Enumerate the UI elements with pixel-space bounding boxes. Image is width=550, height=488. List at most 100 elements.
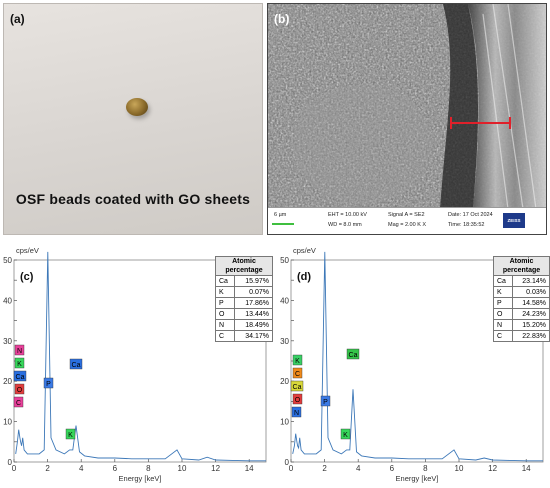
- element-peak-label: Ca: [72, 362, 81, 369]
- percent-cell: 22.83%: [513, 331, 550, 342]
- x-tick-label: 0: [12, 464, 17, 473]
- element-peak-label: C: [295, 371, 300, 378]
- x-axis-title: Energy [keV]: [396, 474, 439, 483]
- element-cell: Ca: [494, 276, 513, 287]
- x-tick-label: 8: [146, 464, 151, 473]
- x-tick-label: 2: [45, 464, 50, 473]
- scale-bar-label: 6 µm: [274, 212, 286, 218]
- wd-value: WD = 8.0 mm: [328, 222, 362, 228]
- element-cell: K: [216, 287, 235, 298]
- y-tick-label: 50: [280, 256, 289, 265]
- x-tick-label: 14: [245, 464, 254, 473]
- element-peak-label: K: [343, 432, 348, 439]
- element-peak-label: O: [295, 397, 301, 404]
- sem-micrograph: [268, 4, 546, 209]
- element-cell: P: [216, 298, 235, 309]
- scale-bar: [272, 223, 294, 225]
- percent-cell: 23.14%: [513, 276, 550, 287]
- element-peak-label: O: [17, 387, 23, 394]
- x-tick-label: 12: [211, 464, 220, 473]
- element-peak-label: K: [17, 361, 22, 368]
- sem-info-bar: 6 µm EHT = 10.00 kV WD = 8.0 mm Signal A…: [268, 207, 546, 234]
- x-tick-label: 0: [289, 464, 294, 473]
- element-peak-label: Ca: [293, 384, 302, 391]
- element-cell: N: [494, 320, 513, 331]
- element-cell: C: [494, 331, 513, 342]
- element-peak-label: Ca: [349, 352, 358, 359]
- y-tick-label: 40: [280, 296, 289, 305]
- element-cell: Ca: [216, 276, 235, 287]
- photo-panel-a: (a) OSF beads coated with GO sheets: [3, 3, 263, 235]
- element-peak-label: K: [68, 432, 73, 439]
- element-peak-label: P: [46, 381, 51, 388]
- element-cell: O: [494, 309, 513, 320]
- element-cell: N: [216, 320, 235, 331]
- element-peak-label: C: [16, 400, 21, 407]
- x-tick-label: 2: [322, 464, 327, 473]
- zeiss-logo: ZEISS: [503, 213, 525, 228]
- element-peak-label: P: [323, 399, 328, 406]
- element-peak-label: K: [295, 358, 300, 365]
- x-tick-label: 6: [390, 464, 395, 473]
- y-tick-label: 20: [3, 377, 12, 386]
- element-cell: C: [216, 331, 235, 342]
- x-tick-label: 4: [356, 464, 361, 473]
- panel-letter: (d): [297, 271, 311, 283]
- x-tick-label: 4: [79, 464, 84, 473]
- percent-cell: 13.44%: [235, 309, 273, 320]
- percent-cell: 15.20%: [513, 320, 550, 331]
- mag-value: Mag = 2.00 K X: [388, 222, 426, 228]
- x-tick-label: 14: [522, 464, 531, 473]
- panel-label-b: (b): [274, 12, 289, 26]
- y-axis-unit: cps/eV: [16, 246, 39, 255]
- photo-caption: OSF beads coated with GO sheets: [4, 191, 262, 207]
- percent-cell: 18.49%: [235, 320, 273, 331]
- atomic-table-header: Atomic percentage: [216, 257, 273, 276]
- percent-cell: 17.86%: [235, 298, 273, 309]
- element-peak-label: Ca: [16, 374, 25, 381]
- x-tick-label: 8: [423, 464, 428, 473]
- x-tick-label: 12: [488, 464, 497, 473]
- date-value: Date: 17 Oct 2024: [448, 212, 493, 218]
- element-cell: P: [494, 298, 513, 309]
- signal-value: Signal A = SE2: [388, 212, 425, 218]
- element-cell: K: [494, 287, 513, 298]
- element-peak-label: N: [294, 410, 299, 417]
- time-value: Time: 18:35:52: [448, 222, 484, 228]
- x-tick-label: 10: [455, 464, 464, 473]
- x-tick-label: 6: [113, 464, 118, 473]
- element-peak-label: N: [17, 348, 22, 355]
- element-cell: O: [216, 309, 235, 320]
- panel-label-a: (a): [10, 12, 25, 26]
- y-tick-label: 10: [3, 418, 12, 427]
- y-tick-label: 30: [280, 337, 289, 346]
- y-tick-label: 40: [3, 296, 12, 305]
- y-tick-label: 50: [3, 256, 12, 265]
- osf-bead-image: [126, 98, 148, 116]
- percent-cell: 34.17%: [235, 331, 273, 342]
- percent-cell: 0.03%: [513, 287, 550, 298]
- x-axis-title: Energy [keV]: [119, 474, 162, 483]
- percent-cell: 0.07%: [235, 287, 273, 298]
- y-tick-label: 30: [3, 337, 12, 346]
- y-tick-label: 10: [280, 418, 289, 427]
- x-tick-label: 10: [178, 464, 187, 473]
- percent-cell: 24.23%: [513, 309, 550, 320]
- percent-cell: 14.58%: [513, 298, 550, 309]
